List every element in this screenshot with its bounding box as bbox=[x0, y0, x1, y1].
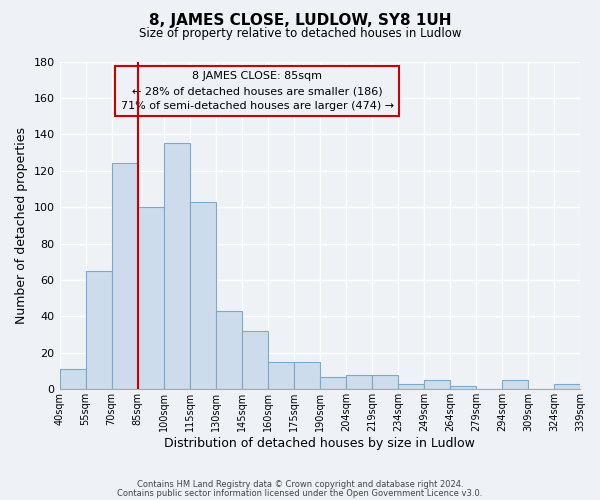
Bar bbox=[190, 202, 215, 390]
Bar bbox=[242, 331, 268, 390]
Bar bbox=[424, 380, 450, 390]
Bar bbox=[554, 384, 580, 390]
Bar bbox=[215, 311, 242, 390]
Text: Contains HM Land Registry data © Crown copyright and database right 2024.: Contains HM Land Registry data © Crown c… bbox=[137, 480, 463, 489]
Bar bbox=[137, 207, 164, 390]
Bar bbox=[346, 374, 372, 390]
Text: Contains public sector information licensed under the Open Government Licence v3: Contains public sector information licen… bbox=[118, 489, 482, 498]
Y-axis label: Number of detached properties: Number of detached properties bbox=[15, 127, 28, 324]
Bar bbox=[294, 362, 320, 390]
Bar bbox=[450, 386, 476, 390]
Text: Size of property relative to detached houses in Ludlow: Size of property relative to detached ho… bbox=[139, 28, 461, 40]
X-axis label: Distribution of detached houses by size in Ludlow: Distribution of detached houses by size … bbox=[164, 437, 475, 450]
Bar bbox=[502, 380, 528, 390]
Text: 8 JAMES CLOSE: 85sqm
← 28% of detached houses are smaller (186)
71% of semi-deta: 8 JAMES CLOSE: 85sqm ← 28% of detached h… bbox=[121, 72, 394, 111]
Bar bbox=[268, 362, 294, 390]
Bar bbox=[86, 271, 112, 390]
Bar bbox=[372, 374, 398, 390]
Bar bbox=[398, 384, 424, 390]
Bar bbox=[320, 376, 346, 390]
Bar bbox=[112, 164, 137, 390]
Bar bbox=[164, 144, 190, 390]
Bar bbox=[59, 370, 86, 390]
Text: 8, JAMES CLOSE, LUDLOW, SY8 1UH: 8, JAMES CLOSE, LUDLOW, SY8 1UH bbox=[149, 12, 451, 28]
